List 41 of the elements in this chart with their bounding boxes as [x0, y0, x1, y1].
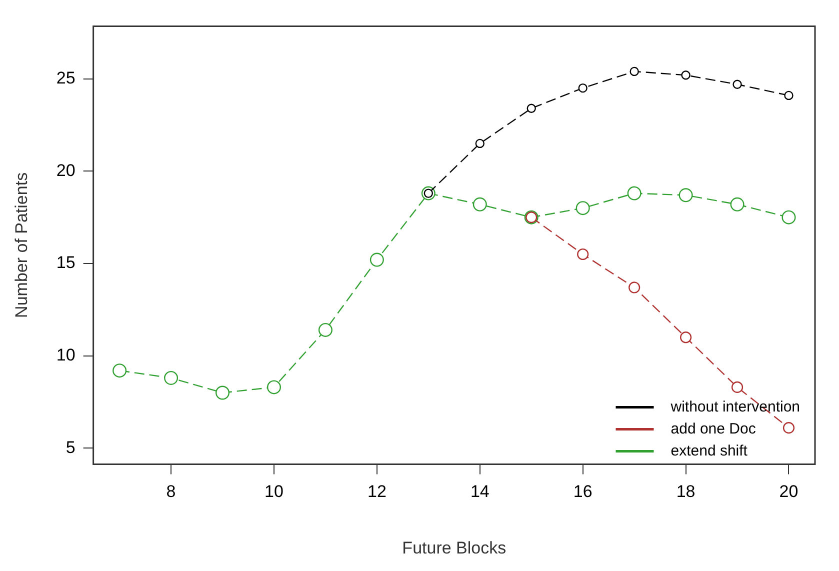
point	[577, 248, 589, 260]
point	[630, 66, 639, 76]
point	[526, 104, 536, 113]
y-tick-label: 25	[56, 68, 76, 88]
x-axis-title: Future Blocks	[402, 538, 506, 558]
point	[472, 197, 487, 212]
x-tick-label: 10	[264, 482, 284, 502]
point	[370, 252, 384, 267]
legend-label: extend shift	[670, 442, 748, 460]
point	[731, 381, 744, 393]
x-tick-label: 18	[676, 482, 696, 502]
y-tick-label: 15	[56, 253, 76, 272]
x-tick-label: 12	[367, 482, 386, 502]
x-tick-label: 8	[166, 482, 176, 502]
point	[475, 138, 484, 148]
legend-label: without intervention	[670, 398, 800, 416]
point	[576, 201, 590, 216]
y-tick-label: 10	[56, 345, 76, 364]
point	[266, 380, 281, 394]
point	[628, 282, 640, 294]
point	[112, 364, 127, 378]
point	[578, 83, 588, 93]
point	[678, 188, 693, 202]
point	[681, 70, 690, 80]
legend-label: add one Doc	[670, 420, 756, 438]
point	[730, 197, 744, 212]
point	[164, 370, 178, 385]
point	[318, 322, 332, 337]
x-tick-label: 16	[573, 482, 592, 502]
x-tick-label: 20	[779, 482, 798, 502]
point	[784, 90, 794, 100]
point	[782, 422, 795, 434]
point	[680, 332, 692, 344]
point	[627, 186, 642, 200]
point	[216, 386, 230, 400]
y-tick-label: 5	[66, 438, 76, 457]
point	[782, 210, 796, 224]
x-tick-label: 14	[470, 482, 490, 502]
point	[732, 80, 742, 89]
y-axis-title: Number of Patients	[12, 172, 31, 318]
y-tick-label: 20	[56, 160, 76, 180]
